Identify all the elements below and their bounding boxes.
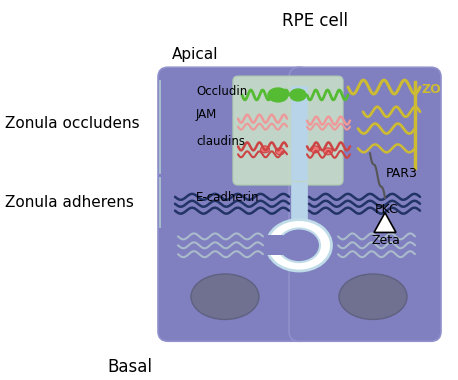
FancyBboxPatch shape	[294, 77, 304, 331]
Text: Basal: Basal	[108, 358, 153, 376]
Ellipse shape	[290, 89, 306, 101]
Text: Zonula occludens: Zonula occludens	[5, 116, 140, 131]
Text: ZO: ZO	[422, 82, 442, 95]
FancyBboxPatch shape	[265, 235, 283, 255]
Text: Occludin: Occludin	[196, 86, 247, 98]
FancyBboxPatch shape	[289, 67, 441, 341]
Ellipse shape	[278, 228, 320, 262]
Ellipse shape	[276, 148, 284, 155]
Text: JAM: JAM	[196, 108, 217, 121]
FancyBboxPatch shape	[296, 226, 302, 251]
FancyBboxPatch shape	[158, 67, 310, 341]
Polygon shape	[374, 213, 396, 233]
Text: Zonula adherens: Zonula adherens	[5, 195, 134, 210]
Text: PKC: PKC	[375, 203, 399, 216]
Ellipse shape	[323, 148, 333, 155]
Text: RPE cell: RPE cell	[282, 12, 348, 30]
Ellipse shape	[267, 220, 332, 271]
FancyBboxPatch shape	[291, 86, 307, 180]
Ellipse shape	[191, 274, 259, 320]
Ellipse shape	[339, 274, 407, 320]
Ellipse shape	[261, 146, 269, 153]
Text: PAR3: PAR3	[386, 166, 418, 180]
Text: Zeta: Zeta	[371, 234, 400, 247]
FancyBboxPatch shape	[233, 76, 343, 185]
Text: E-cadherin: E-cadherin	[196, 191, 260, 204]
Text: claudins: claudins	[196, 135, 245, 148]
Ellipse shape	[311, 146, 320, 153]
Ellipse shape	[268, 88, 288, 102]
Text: Apical: Apical	[172, 48, 218, 62]
FancyBboxPatch shape	[291, 182, 307, 226]
